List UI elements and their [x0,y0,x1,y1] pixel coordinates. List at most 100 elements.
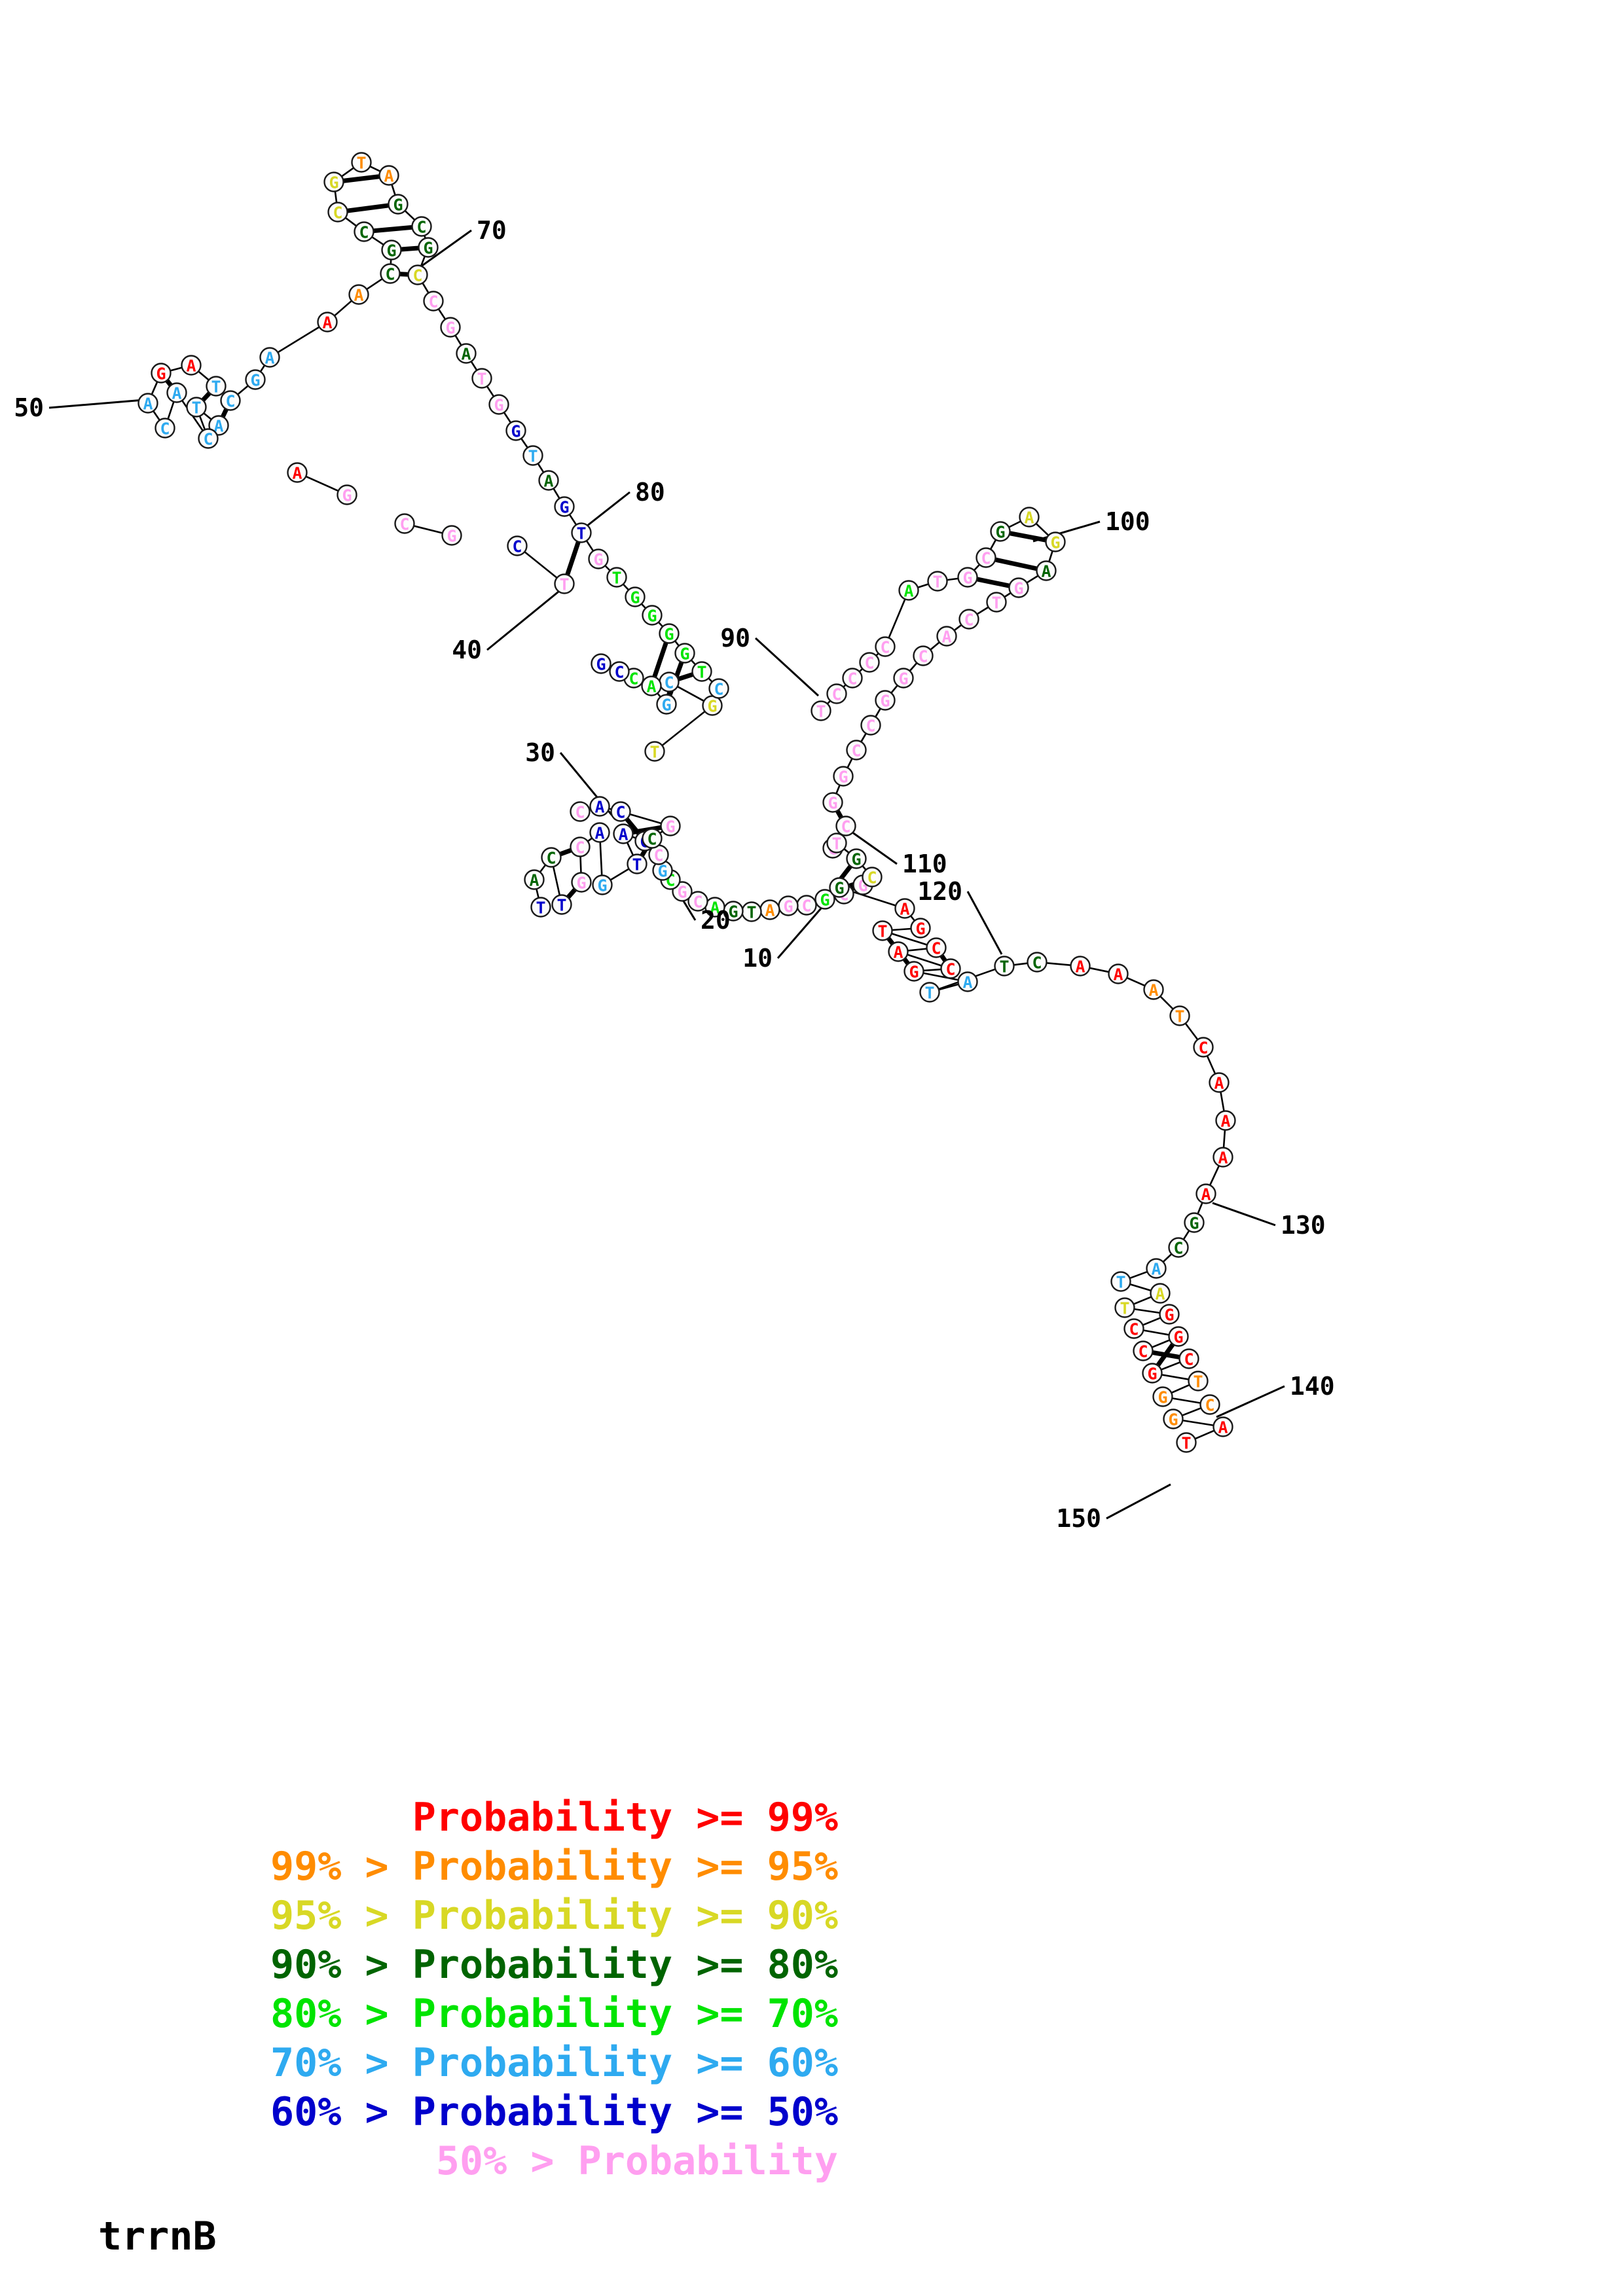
nucleotide-134[interactable]: A [1209,1072,1230,1093]
nucleotide-23[interactable]: C [541,847,562,868]
nucleotide-54[interactable]: C [220,390,241,411]
nucleotide-95[interactable]: G [957,567,978,588]
nucleotide-55[interactable]: G [245,369,266,390]
nucleotide-80[interactable]: G [588,548,609,569]
nucleotide-114[interactable]: T [826,833,847,853]
nucleotide-5[interactable]: G [778,895,799,916]
nucleotide-116[interactable]: C [862,867,883,888]
nucleotide-53[interactable]: T [206,376,227,397]
nucleotide-121[interactable]: C [926,937,947,958]
nucleotide-88[interactable]: T [811,700,831,721]
nucleotide-110[interactable]: G [833,766,854,787]
nucleotide-47[interactable]: C [198,428,219,449]
nucleotide-91[interactable]: C [859,652,880,673]
nucleotide-9[interactable]: A [704,897,725,918]
nucleotide-3[interactable]: G [814,889,835,910]
nucleotide-39[interactable]: C [507,535,528,556]
nucleotide-17[interactable]: T [627,853,647,874]
nucleotide-87[interactable]: C [708,678,729,699]
nucleotide-139[interactable]: C [1168,1237,1189,1258]
nucleotide-16[interactable]: A [613,823,634,844]
nucleotide-51[interactable]: G [151,363,172,384]
nucleotide-74[interactable]: G [488,394,509,415]
nucleotide-25[interactable]: T [530,897,551,918]
nucleotide-26[interactable]: C [642,828,663,849]
nucleotide-120[interactable]: T [872,920,893,941]
nucleotide-84[interactable]: G [659,623,680,644]
nucleotide-68[interactable]: G [418,237,439,258]
nucleotide-107[interactable]: G [875,690,896,711]
nucleotide-131[interactable]: A [1143,979,1164,1000]
nucleotide-32[interactable]: G [702,695,723,716]
nucleotide-57[interactable]: A [317,312,338,332]
nucleotide-28[interactable]: C [610,801,631,822]
nucleotide-101[interactable]: G [1008,577,1029,598]
nucleotide-90[interactable]: C [842,668,863,689]
nucleotide-67[interactable]: C [411,216,432,237]
nucleotide-41[interactable]: C [394,513,415,534]
nucleotide-123[interactable]: C [940,958,961,979]
nucleotide-59[interactable]: C [380,263,401,284]
nucleotide-105[interactable]: C [913,645,934,666]
nucleotide-63[interactable]: G [323,171,344,192]
nucleotide-18[interactable]: G [592,874,613,895]
nucleotide-29[interactable]: A [589,796,610,817]
nucleotide-112[interactable]: C [835,816,856,836]
nucleotide-82[interactable]: G [625,586,646,607]
nucleotide-10[interactable]: C [687,891,708,912]
nucleotide-92[interactable]: C [875,636,896,657]
nucleotide-79[interactable]: T [571,522,592,543]
nucleotide-71[interactable]: G [440,317,461,338]
nucleotide-75[interactable]: G [505,420,526,441]
nucleotide-103[interactable]: C [958,609,979,630]
nucleotide-65[interactable]: A [378,165,399,186]
nucleotide-104[interactable]: A [936,626,957,647]
nucleotide-154[interactable]: A [1213,1416,1233,1437]
nucleotide-108[interactable]: C [860,715,881,736]
nucleotide-46[interactable]: T [186,397,207,418]
nucleotide-132[interactable]: T [1169,1005,1190,1026]
nucleotide-138[interactable]: G [1184,1212,1205,1233]
nucleotide-140[interactable]: A [1146,1258,1167,1279]
nucleotide-152[interactable]: C [1199,1394,1220,1415]
nucleotide-129[interactable]: A [1070,956,1091,977]
nucleotide-52[interactable]: A [181,355,202,376]
nucleotide-77[interactable]: A [538,470,559,491]
nucleotide-106[interactable]: G [893,668,914,689]
nucleotide-117[interactable]: G [829,877,850,898]
nucleotide-149[interactable]: G [1142,1363,1163,1384]
nucleotide-58[interactable]: A [348,284,369,305]
nucleotide-22[interactable]: T [551,894,572,915]
nucleotide-4[interactable]: C [796,895,817,916]
nucleotide-93[interactable]: A [898,580,919,601]
nucleotide-49[interactable]: C [155,418,175,439]
nucleotide-76[interactable]: T [522,445,543,466]
nucleotide-130[interactable]: A [1108,963,1129,984]
nucleotide-61[interactable]: C [354,221,374,242]
nucleotide-100[interactable]: A [1036,560,1057,581]
nucleotide-141[interactable]: T [1110,1271,1131,1292]
nucleotide-98[interactable]: A [1019,507,1040,528]
nucleotide-7[interactable]: T [741,901,762,922]
nucleotide-125[interactable]: A [957,971,978,992]
nucleotide-81[interactable]: T [606,567,627,588]
nucleotide-8[interactable]: G [723,901,744,922]
nucleotide-62[interactable]: C [327,202,348,223]
nucleotide-19[interactable]: A [589,822,610,843]
nucleotide-119[interactable]: G [910,918,931,939]
nucleotide-64[interactable]: T [351,152,372,173]
nucleotide-124[interactable]: G [903,961,924,982]
nucleotide-136[interactable]: A [1213,1147,1233,1168]
nucleotide-97[interactable]: G [990,521,1011,542]
nucleotide-40[interactable]: T [554,573,575,594]
nucleotide-144[interactable]: G [1159,1304,1180,1325]
nucleotide-34[interactable]: G [656,694,677,715]
nucleotide-96[interactable]: C [976,547,996,568]
nucleotide-111[interactable]: G [822,792,843,813]
nucleotide-78[interactable]: G [554,496,575,517]
nucleotide-24[interactable]: A [524,869,545,890]
nucleotide-153[interactable]: G [1163,1408,1184,1429]
nucleotide-128[interactable]: C [1027,952,1048,973]
nucleotide-147[interactable]: C [1133,1340,1154,1361]
nucleotide-6[interactable]: A [759,899,780,920]
